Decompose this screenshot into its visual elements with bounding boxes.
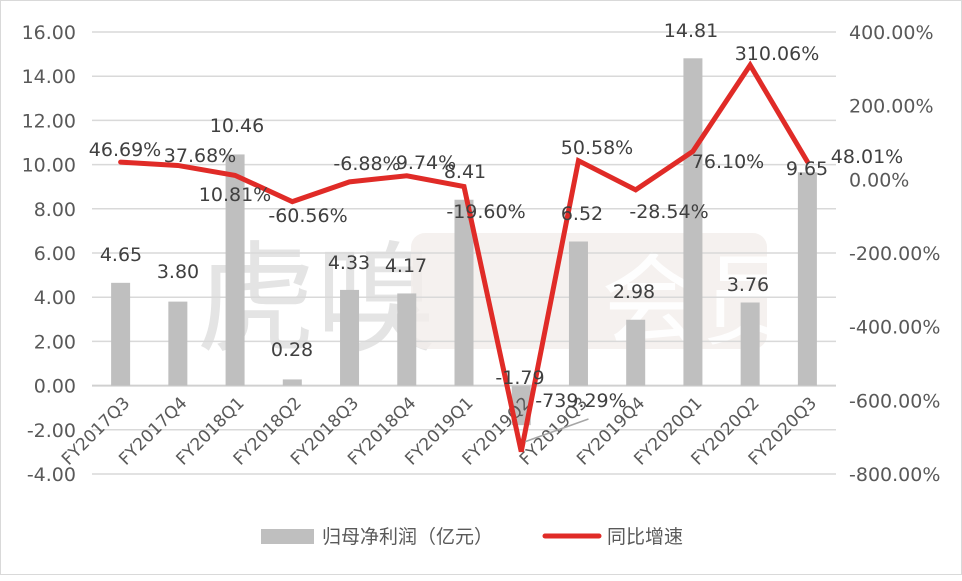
bar-data-labels: 4.65 3.80 10.46 0.28 4.33 4.17 8.41 -1.79 6.52 2.… xyxy=(100,20,828,389)
right-axis-tick: 0.00% xyxy=(849,169,909,191)
line-data-label: 50.58% xyxy=(561,137,633,159)
line-data-label: -60.56% xyxy=(268,205,347,227)
right-axis-tick: -800.00% xyxy=(849,464,940,486)
bar-data-label: 4.33 xyxy=(328,252,370,274)
bar-FY2019Q1 xyxy=(454,199,474,386)
right-y-axis: 400.00% 200.00% 0.00% -200.00% -400.00% -600.… xyxy=(849,22,940,486)
bar-data-label: 0.28 xyxy=(271,339,313,361)
left-y-axis: 16.00 14.00 12.00 10.00 8.00 6.00 4.00 2.00 0.00… xyxy=(22,22,76,486)
bar-data-label: 4.65 xyxy=(100,244,142,266)
left-axis-tick: 14.00 xyxy=(22,66,76,88)
line-series xyxy=(118,60,810,453)
left-axis-tick: 6.00 xyxy=(34,243,76,265)
right-axis-tick: 400.00% xyxy=(849,22,934,44)
left-axis-tick: 8.00 xyxy=(34,199,76,221)
line-data-label: -739.29% xyxy=(535,390,626,412)
bar-data-label: 8.41 xyxy=(444,161,486,183)
line-data-label: 9.74% xyxy=(396,152,456,174)
right-axis-tick: -400.00% xyxy=(849,317,940,339)
line-data-label: 37.68% xyxy=(164,145,236,167)
left-axis-tick: -2.00 xyxy=(27,420,76,442)
bar-FY2020Q2 xyxy=(740,302,760,386)
growth-line xyxy=(118,60,810,453)
line-data-label: 10.81% xyxy=(199,184,271,206)
bar-data-label: 2.98 xyxy=(613,281,655,303)
line-data-labels: 46.69% 37.68% 10.81%-60.56% -6.88%9.74% -19.… xyxy=(89,43,903,412)
legend-line-label: 同比增速 xyxy=(607,526,683,548)
bar-FY2018Q4 xyxy=(397,293,417,386)
legend-bar-label: 归母净利润（亿元） xyxy=(322,526,493,548)
bar-data-label: 3.76 xyxy=(727,274,769,296)
x-axis-labels: FY2017Q3FY2017Q4FY2018Q1FY2018Q2FY2018Q3… xyxy=(58,393,821,469)
bar-FY2019Q4 xyxy=(626,319,646,386)
bar-FY2020Q3 xyxy=(797,172,817,386)
bar-data-label: 6.52 xyxy=(561,203,603,225)
left-axis-tick: 10.00 xyxy=(22,155,76,177)
bar-FY2017Q3 xyxy=(111,282,131,386)
right-axis-tick: 200.00% xyxy=(849,96,934,118)
left-axis-tick: 0.00 xyxy=(34,376,76,398)
line-data-label: 46.69% xyxy=(89,139,161,161)
label-leader-line xyxy=(524,418,589,443)
line-data-label: -6.88% xyxy=(333,153,400,175)
watermark-badge xyxy=(411,233,767,349)
line-data-label: -28.54% xyxy=(629,201,708,223)
bar-data-label: 9.65 xyxy=(786,158,828,180)
bar-FY2018Q3 xyxy=(340,289,360,386)
bar-data-label: -1.79 xyxy=(495,367,544,389)
bar-data-label: 4.17 xyxy=(385,255,427,277)
bar-data-label: 14.81 xyxy=(664,20,718,42)
left-axis-tick: -4.00 xyxy=(27,464,76,486)
legend: 归母净利润（亿元） 同比增速 xyxy=(261,526,683,548)
right-axis-tick: -600.00% xyxy=(849,390,940,412)
line-data-label: 76.10% xyxy=(692,151,764,173)
left-axis-tick: 16.00 xyxy=(22,22,76,44)
bar-FY2019Q3 xyxy=(568,241,588,386)
gridlines xyxy=(92,31,836,475)
bar-FY2018Q1 xyxy=(225,154,245,386)
line-data-label: 48.01% xyxy=(831,146,903,168)
left-axis-tick: 12.00 xyxy=(22,110,76,132)
right-axis-tick: -200.00% xyxy=(849,243,940,265)
bar-data-label: 10.46 xyxy=(210,115,264,137)
legend-bar-swatch xyxy=(261,529,314,544)
left-axis-tick: 2.00 xyxy=(34,331,76,353)
left-axis-tick: 4.00 xyxy=(34,287,76,309)
line-data-label: 310.06% xyxy=(735,43,820,65)
bar-FY2017Q4 xyxy=(168,301,188,386)
line-data-label: -19.60% xyxy=(446,201,525,223)
bar-FY2018Q2 xyxy=(282,379,302,386)
bar-data-label: 3.80 xyxy=(157,261,199,283)
